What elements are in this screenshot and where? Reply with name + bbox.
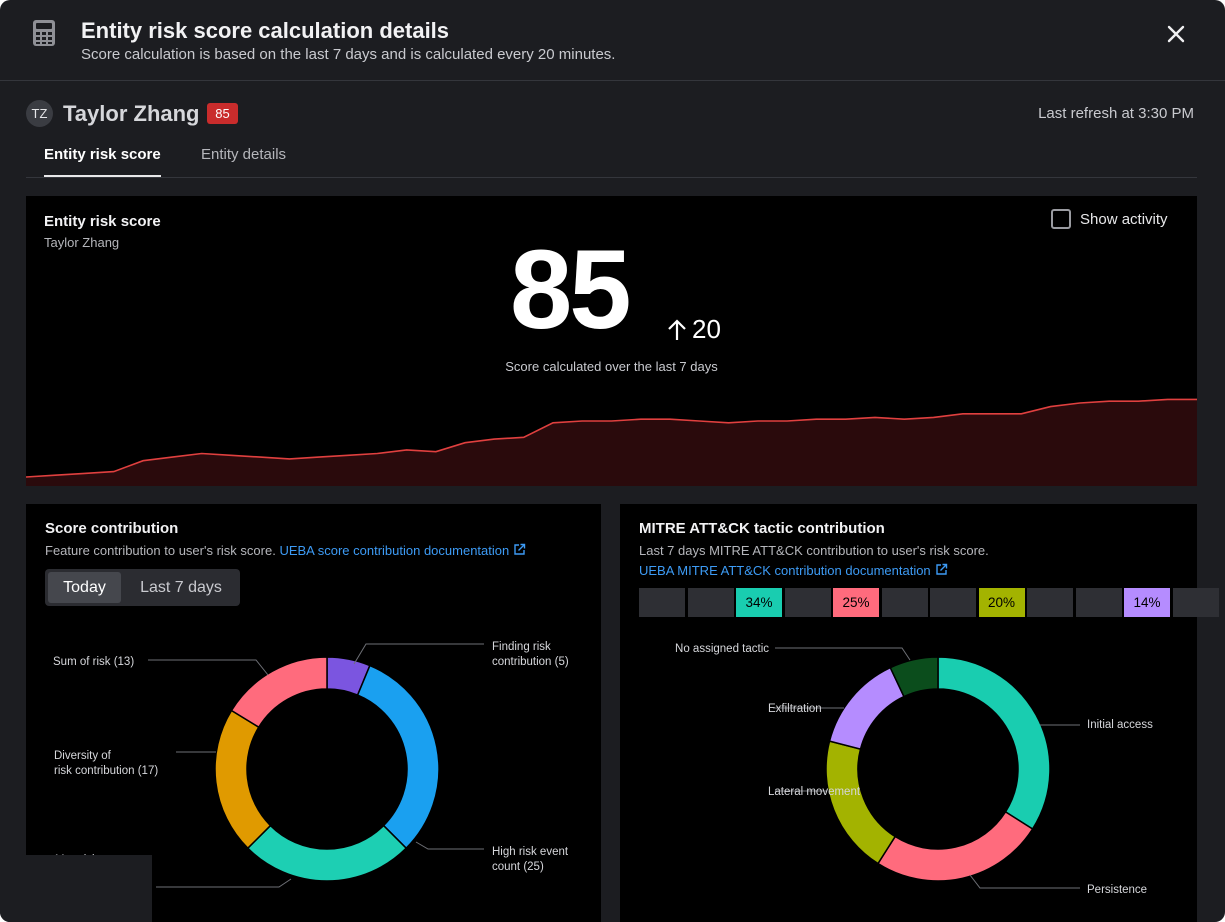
- score-contribution-panel: Score contribution Feature contribution …: [26, 504, 601, 922]
- modal-header: Entity risk score calculation details Sc…: [0, 0, 1225, 81]
- tactic-strip-cell: [930, 588, 976, 617]
- panel-subtitle: Feature contribution to user's risk scor…: [45, 543, 526, 558]
- subtitle-text: Feature contribution to user's risk scor…: [45, 543, 276, 558]
- slice-label: Exfiltration: [768, 703, 822, 715]
- leader-line: [156, 878, 292, 888]
- tactic-strip-cell: [639, 588, 685, 617]
- tactic-strip-cell: [881, 588, 928, 617]
- external-link-icon: [514, 543, 526, 555]
- donut-slice: [246, 824, 408, 882]
- mitre-doc-link-row: UEBA MITRE ATT&CK contribution documenta…: [639, 563, 948, 578]
- leader-line: [969, 874, 1080, 889]
- panel-title: MITRE ATT&CK tactic contribution: [639, 520, 885, 537]
- show-activity-checkbox[interactable]: Show activity: [1051, 209, 1168, 229]
- calculator-icon: [33, 20, 55, 46]
- tactic-strip-cell: 14%: [1124, 588, 1170, 617]
- tactic-strip-cell: [1172, 588, 1219, 617]
- donut-slice: [889, 656, 939, 698]
- donut-slice: [825, 740, 897, 865]
- panel-subtitle: Last 7 days MITRE ATT&CK contribution to…: [639, 543, 989, 558]
- score-delta-value: 20: [692, 314, 721, 344]
- tab-entity-details[interactable]: Entity details: [201, 146, 287, 163]
- show-activity-label: Show activity: [1080, 210, 1168, 228]
- ueba-mitre-doc-link[interactable]: UEBA MITRE ATT&CK contribution documenta…: [639, 563, 948, 578]
- tactic-strip-cell: 34%: [736, 588, 782, 617]
- external-link-icon: [935, 563, 947, 575]
- slice-label: Lateral movement: [768, 786, 861, 798]
- mitre-tactic-donut-chart: Initial access Persistence Lateral movemen…: [675, 643, 1153, 896]
- score-delta: 20: [666, 314, 721, 345]
- link-text[interactable]: UEBA MITRE ATT&CK contribution documenta…: [639, 563, 931, 578]
- link-text[interactable]: UEBA score contribution documentation: [279, 543, 510, 558]
- entity-name: Taylor Zhang: [63, 101, 200, 126]
- donut-slice: [214, 709, 272, 850]
- checkbox-box[interactable]: [1051, 209, 1071, 229]
- mitre-contribution-panel: MITRE ATT&CK tactic contribution Last 7 …: [620, 504, 1219, 922]
- arrow-up-icon: [668, 318, 686, 340]
- trend-line: [26, 398, 1197, 478]
- slice-label: High risk event: [492, 846, 569, 858]
- modal-title: Entity risk score calculation details: [81, 18, 450, 43]
- slice-label: Sum of risk (13): [53, 656, 134, 668]
- last-7-days-toggle-button[interactable]: Last 7 days: [140, 578, 222, 596]
- risk-score-trend-chart: [26, 398, 1197, 486]
- tactic-percentage-strip: 34% 25% 20% 14%: [639, 588, 1219, 617]
- panel-title: Entity risk score: [44, 213, 161, 230]
- score-caption: Score calculated over the last 7 days: [505, 359, 718, 374]
- tab-bar: Entity risk score Entity details: [26, 138, 1197, 178]
- tab-entity-risk-score[interactable]: Entity risk score: [44, 146, 161, 177]
- trend-area: [26, 399, 1197, 486]
- donut-slice: [230, 656, 328, 729]
- slice-label: Finding risk: [492, 641, 551, 653]
- tactic-strip-cell: [1075, 588, 1122, 617]
- leader-line: [775, 647, 911, 661]
- corner-mask: [0, 855, 152, 922]
- donut-slice: [876, 810, 1034, 882]
- today-toggle-button[interactable]: Today: [48, 572, 121, 603]
- slice-label: Diversity of: [54, 750, 112, 762]
- donut-slice: [937, 656, 1051, 831]
- slice-label: No assigned tactic: [675, 643, 769, 655]
- tactic-strip-cell: [784, 588, 831, 617]
- entity-risk-score-panel: Entity risk score Taylor Zhang Show acti…: [26, 196, 1197, 486]
- tactic-strip-cell: [1027, 588, 1073, 617]
- big-risk-score: 85: [510, 227, 632, 352]
- close-icon[interactable]: [1162, 20, 1190, 48]
- donut-slice: [356, 664, 440, 850]
- time-range-toggle: Today Last 7 days: [45, 569, 240, 606]
- tactic-strip-cell: 25%: [833, 588, 879, 617]
- modal-subtitle: Score calculation is based on the last 7…: [81, 46, 616, 63]
- panel-subtitle: Taylor Zhang: [44, 235, 120, 250]
- leader-line: [148, 659, 269, 676]
- slice-label: contribution (5): [492, 656, 569, 668]
- slice-label: count (25): [492, 861, 544, 873]
- tactic-strip-cell: 20%: [978, 588, 1025, 617]
- avatar: TZ: [26, 100, 53, 127]
- tactic-strip-cell: [687, 588, 734, 617]
- risk-score-badge: 85: [207, 103, 238, 124]
- leader-line: [353, 643, 484, 665]
- slice-label: risk contribution (17): [54, 765, 158, 777]
- last-refresh-text: Last refresh at 3:30 PM: [1038, 105, 1194, 122]
- slice-label: Persistence: [1087, 884, 1147, 896]
- ueba-score-doc-link[interactable]: UEBA score contribution documentation: [279, 543, 526, 558]
- panel-title: Score contribution: [45, 520, 179, 537]
- leader-line: [415, 841, 484, 850]
- slice-label: Initial access: [1087, 719, 1153, 731]
